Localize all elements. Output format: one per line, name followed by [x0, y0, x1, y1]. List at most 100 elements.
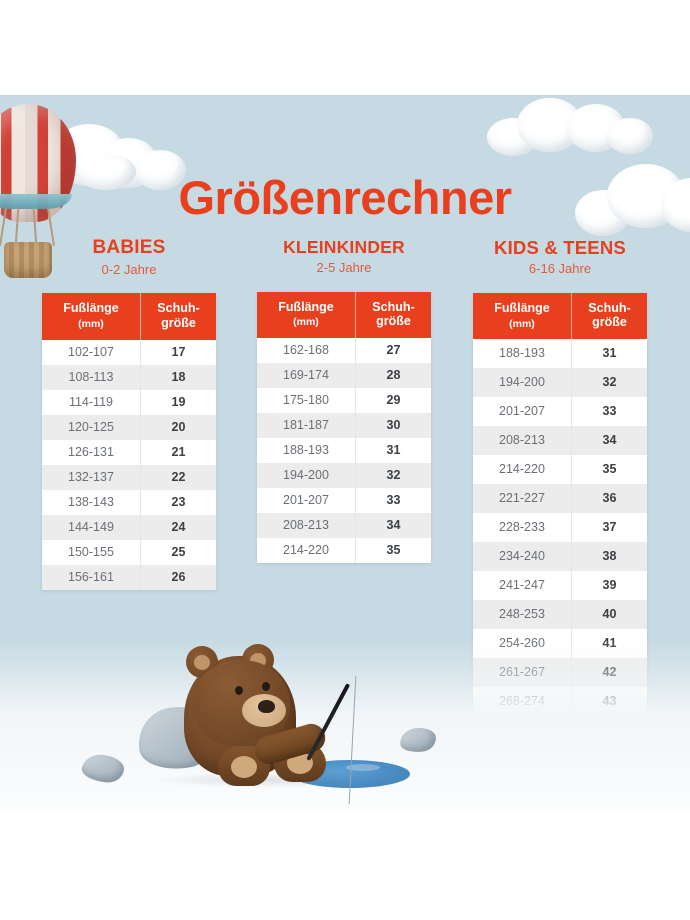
cell-foot-length: 114-119 — [42, 389, 141, 415]
cell-shoe-size: 30 — [354, 413, 431, 439]
header-foot-length-label: Fußlänge — [278, 299, 334, 314]
fishing-rod-icon — [306, 683, 351, 761]
cell-shoe-size: 32 — [570, 368, 647, 398]
table-header-row: Fußlänge (mm) Schuh-größe — [42, 293, 216, 340]
cell-shoe-size: 33 — [354, 488, 431, 514]
table-row: 214-220 35 — [257, 538, 431, 564]
cell-shoe-size: 32 — [354, 463, 431, 489]
cell-foot-length: 248-253 — [473, 600, 572, 630]
table-header-row: Fußlänge (mm) Schuh-größe — [473, 292, 647, 340]
bear-paw-left — [231, 756, 257, 778]
bear-eye-left — [235, 686, 243, 695]
cell-foot-length: 208-213 — [473, 426, 572, 456]
cell-foot-length: 188-193 — [473, 339, 572, 369]
cell-shoe-size: 24 — [139, 514, 216, 540]
cell-shoe-size: 35 — [354, 538, 431, 564]
table-row: 156-161 26 — [42, 564, 216, 590]
category-subtitle-babies: 0-2 Jahre — [101, 261, 157, 277]
header-foot-length-unit: (mm) — [509, 317, 535, 330]
bear-eye-right — [262, 682, 270, 691]
table-row: 162-168 27 — [257, 338, 431, 364]
cell-shoe-size: 37 — [570, 513, 647, 543]
cell-foot-length: 208-213 — [257, 513, 356, 539]
category-title-babies: BABIES — [92, 237, 166, 258]
category-title-kleinkinder: KLEINKINDER — [283, 237, 405, 257]
header-foot-length: Fußlänge (mm) — [257, 291, 356, 339]
category-title-kids-teens: KIDS & TEENS — [494, 237, 626, 258]
bear-nose — [258, 700, 275, 713]
header-shoe-size: Schuh-größe — [355, 291, 431, 339]
size-table-kleinkinder: Fußlänge (mm) Schuh-größe 162-168 27 169-… — [257, 291, 431, 564]
cell-foot-length: 138-143 — [42, 489, 141, 515]
cell-foot-length: 221-227 — [473, 484, 572, 514]
table-row: 102-107 17 — [42, 339, 216, 365]
cell-shoe-size: 29 — [354, 388, 431, 414]
cell-shoe-size: 35 — [570, 455, 647, 485]
table-row: 241-247 39 — [473, 571, 647, 601]
page-title: Größenrechner — [178, 171, 512, 225]
cell-foot-length: 181-187 — [257, 413, 356, 439]
table-row: 108-113 18 — [42, 364, 216, 390]
table-row: 208-213 34 — [473, 426, 647, 456]
table-header-row: Fußlänge (mm) Schuh-größe — [257, 291, 431, 339]
header-foot-length-label: Fußlänge — [63, 301, 119, 316]
header-shoe-size: Schuh-größe — [571, 292, 647, 340]
table-row: 221-227 36 — [473, 484, 647, 514]
bear-ear-left — [186, 646, 218, 678]
header-foot-length-unit: (mm) — [78, 318, 104, 331]
cell-foot-length: 150-155 — [42, 539, 141, 565]
table-row: 201-207 33 — [473, 397, 647, 427]
cell-foot-length: 156-161 — [42, 564, 141, 590]
rock-icon-small-left — [80, 752, 126, 785]
hot-air-balloon-icon — [0, 104, 86, 278]
header-foot-length-label: Fußlänge — [494, 300, 550, 315]
header-shoe-size: Schuh-größe — [140, 293, 216, 340]
cell-foot-length: 132-137 — [42, 464, 141, 490]
cell-foot-length: 108-113 — [42, 364, 141, 390]
water-puddle-highlight — [346, 764, 380, 771]
cell-foot-length: 214-220 — [257, 538, 356, 564]
cell-shoe-size: 23 — [139, 489, 216, 515]
table-row: 138-143 23 — [42, 489, 216, 515]
table-row: 181-187 30 — [257, 413, 431, 439]
table-row: 248-253 40 — [473, 600, 647, 630]
cell-shoe-size: 38 — [570, 542, 647, 572]
cell-foot-length: 201-207 — [473, 397, 572, 427]
cell-shoe-size: 31 — [354, 438, 431, 464]
cell-shoe-size: 39 — [570, 571, 647, 601]
rock-icon-small-right — [398, 725, 438, 755]
cell-shoe-size: 28 — [354, 363, 431, 389]
cell-shoe-size: 19 — [139, 389, 216, 415]
table-row: 169-174 28 — [257, 363, 431, 389]
cell-foot-length: 144-149 — [42, 514, 141, 540]
table-row: 120-125 20 — [42, 414, 216, 440]
table-header: Fußlänge (mm) Schuh-größe — [473, 292, 647, 340]
cell-foot-length: 228-233 — [473, 513, 572, 543]
category-subtitle-kids-teens: 6-16 Jahre — [528, 261, 592, 277]
table-row: 114-119 19 — [42, 389, 216, 415]
table-body-kleinkinder: 162-168 27 169-174 28 175-180 29 181-187 30 … — [257, 338, 431, 564]
cell-shoe-size: 27 — [354, 338, 431, 364]
table-header: Fußlänge (mm) Schuh-größe — [42, 293, 216, 340]
table-body-babies: 102-107 17 108-113 18 114-119 19 120-125 20 … — [42, 339, 216, 590]
cell-foot-length: 188-193 — [257, 438, 356, 464]
table-row: 188-193 31 — [473, 339, 647, 369]
table-row: 175-180 29 — [257, 388, 431, 414]
cell-shoe-size: 36 — [570, 484, 647, 514]
cell-shoe-size: 33 — [570, 397, 647, 427]
teddy-bear-icon — [156, 634, 376, 804]
table-row: 144-149 24 — [42, 514, 216, 540]
cell-foot-length: 102-107 — [42, 339, 141, 365]
table-row: 214-220 35 — [473, 455, 647, 485]
cell-shoe-size: 20 — [139, 414, 216, 440]
cell-foot-length: 214-220 — [473, 455, 572, 485]
cell-foot-length: 194-200 — [473, 368, 572, 398]
table-row: 208-213 34 — [257, 513, 431, 539]
cell-foot-length: 126-131 — [42, 439, 141, 465]
table-row: 194-200 32 — [257, 463, 431, 489]
cell-shoe-size: 21 — [139, 439, 216, 465]
cell-shoe-size: 25 — [139, 539, 216, 565]
cell-foot-length: 120-125 — [42, 414, 141, 440]
cell-shoe-size: 26 — [139, 564, 216, 590]
table-row: 132-137 22 — [42, 464, 216, 490]
